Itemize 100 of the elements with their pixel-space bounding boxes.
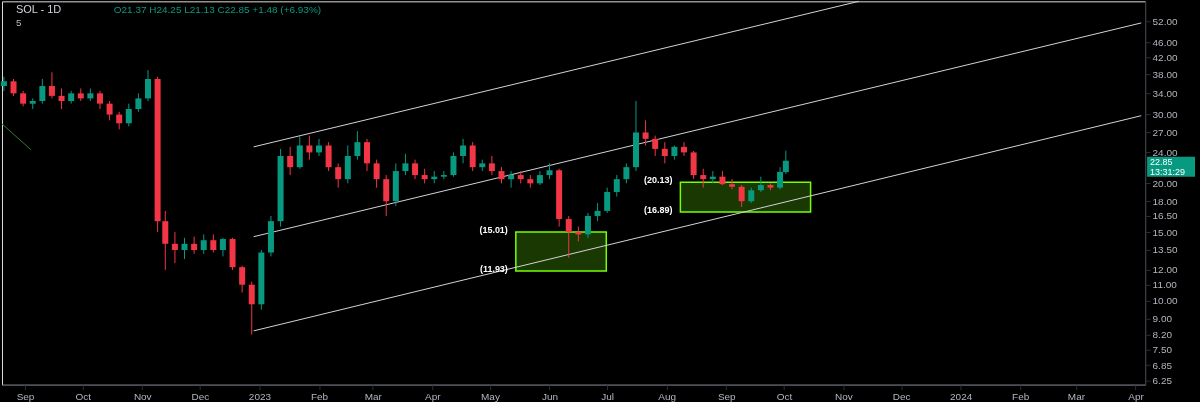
candlestick bbox=[125, 103, 132, 127]
candlestick bbox=[584, 212, 591, 239]
candlestick bbox=[757, 176, 764, 193]
y-tick-label: 6.25 bbox=[1152, 375, 1173, 387]
y-tick-label: 20.00 bbox=[1152, 177, 1178, 189]
candlestick bbox=[48, 71, 55, 99]
candlestick bbox=[306, 135, 313, 161]
x-tick-label: Dec bbox=[892, 391, 911, 403]
x-tick-label: 2023 bbox=[248, 391, 272, 403]
candlestick bbox=[782, 150, 789, 175]
candlestick bbox=[681, 141, 688, 157]
annotation: (16.89) bbox=[643, 204, 673, 215]
chart-title: SOL - 1D bbox=[15, 3, 62, 16]
candlestick bbox=[325, 141, 332, 172]
annotation: (11.93) bbox=[479, 263, 508, 274]
text: 22.85 bbox=[1150, 156, 1173, 167]
text: 13:31:29 bbox=[1150, 166, 1186, 177]
candlestick bbox=[777, 166, 784, 190]
y-tick-label: 7.50 bbox=[1152, 344, 1173, 356]
candlestick bbox=[661, 141, 668, 164]
candlestick bbox=[171, 231, 178, 264]
candlestick bbox=[181, 237, 188, 260]
candlestick bbox=[210, 233, 217, 254]
y-tick-label: 13.50 bbox=[1152, 244, 1178, 256]
x-tick-label: Oct bbox=[75, 391, 92, 403]
candlestick bbox=[58, 87, 65, 110]
candlestick bbox=[373, 159, 380, 189]
candlestick bbox=[402, 153, 409, 176]
x-tick-label: Feb bbox=[1012, 391, 1030, 403]
candlestick bbox=[729, 178, 736, 190]
y-tick-label: 42.00 bbox=[1152, 52, 1178, 64]
candlestick bbox=[652, 135, 659, 157]
x-tick-label: Apr bbox=[1128, 391, 1145, 403]
y-tick-label: 6.85 bbox=[1152, 359, 1173, 371]
y-tick-label: 34.00 bbox=[1152, 87, 1178, 99]
y-tick-label: 27.00 bbox=[1152, 126, 1178, 138]
candlestick bbox=[364, 138, 371, 172]
x-tick-label: May bbox=[481, 391, 500, 403]
y-tick-label: 18.00 bbox=[1152, 195, 1178, 207]
y-tick-label: 30.00 bbox=[1152, 109, 1178, 121]
x-tick-label: Sep bbox=[16, 391, 35, 403]
annotation: O21.37 H24.25 L21.13 C22.85 +1.48 (+6.93%) bbox=[113, 4, 322, 16]
annotation: (20.13) bbox=[643, 175, 673, 186]
candlestick bbox=[39, 78, 46, 105]
y-tick-label: 10.00 bbox=[1152, 295, 1178, 307]
candlestick bbox=[191, 236, 198, 255]
candlestick bbox=[450, 151, 457, 178]
candlestick bbox=[469, 141, 476, 172]
candlestick bbox=[239, 265, 246, 294]
candlestick bbox=[335, 162, 342, 189]
candlestick bbox=[623, 162, 630, 184]
candlestick bbox=[200, 233, 207, 255]
x-tick-label: Dec bbox=[191, 391, 210, 403]
x-tick-label: Nov bbox=[133, 391, 152, 403]
candlestick bbox=[287, 146, 294, 176]
candlestick bbox=[488, 155, 495, 176]
candlestick bbox=[354, 130, 361, 161]
x-tick-label: Nov bbox=[835, 391, 853, 403]
candlestick bbox=[565, 215, 572, 259]
candlestick bbox=[296, 135, 303, 170]
candlestick bbox=[315, 138, 322, 157]
candlestick bbox=[604, 187, 611, 214]
x-tick-label: Sep bbox=[717, 391, 737, 403]
candlestick bbox=[508, 170, 515, 189]
y-tick-label: 52.00 bbox=[1152, 15, 1178, 27]
candlestick bbox=[738, 184, 745, 208]
y-tick-label: 16.50 bbox=[1152, 210, 1178, 222]
annotation: 5 bbox=[15, 17, 22, 29]
x-tick-label: 2024 bbox=[950, 391, 973, 403]
candlestick bbox=[690, 150, 697, 180]
candlestick bbox=[0, 76, 7, 92]
y-tick-label: 38.00 bbox=[1152, 68, 1178, 80]
candlestick bbox=[162, 210, 169, 271]
y-tick-label: 46.00 bbox=[1152, 36, 1178, 48]
y-tick-label: 11.00 bbox=[1152, 279, 1178, 291]
candlestick bbox=[440, 170, 447, 180]
candlestick bbox=[145, 69, 151, 102]
y-tick-label: 8.20 bbox=[1152, 329, 1173, 341]
candlestick bbox=[642, 119, 649, 146]
x-tick-label: Feb bbox=[310, 391, 329, 403]
x-tick-label: Mar bbox=[364, 391, 383, 403]
candlestick bbox=[106, 100, 113, 121]
candlestick bbox=[383, 174, 390, 217]
x-tick-label: Jun bbox=[541, 391, 559, 403]
candlestick bbox=[594, 202, 601, 222]
x-tick-label: Aug bbox=[658, 391, 677, 403]
candlestick bbox=[135, 92, 142, 113]
candlestick bbox=[460, 138, 467, 164]
candlestick bbox=[219, 237, 226, 257]
x-tick-label: Oct bbox=[776, 391, 793, 403]
candlestick bbox=[248, 281, 255, 336]
x-tick-label: Jul bbox=[601, 391, 615, 403]
candlestick bbox=[344, 145, 351, 184]
x-tick-label: Apr bbox=[425, 391, 442, 403]
y-tick-label: 12.00 bbox=[1152, 264, 1178, 276]
candlestick bbox=[700, 168, 707, 189]
x-tick-label: Mar bbox=[1067, 391, 1086, 403]
y-tick-label: 24.00 bbox=[1152, 146, 1178, 158]
candlestick bbox=[613, 174, 620, 198]
candlestick bbox=[412, 159, 419, 180]
